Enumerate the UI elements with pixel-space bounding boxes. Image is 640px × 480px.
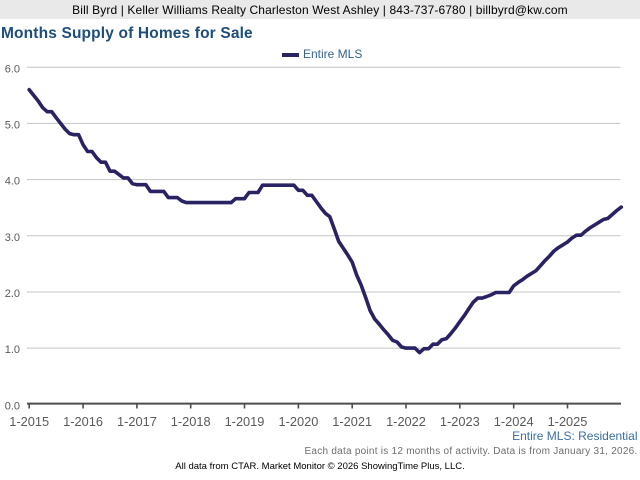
svg-text:1-2015: 1-2015 [9, 414, 49, 429]
svg-text:1-2017: 1-2017 [117, 414, 157, 429]
svg-text:1-2019: 1-2019 [225, 414, 265, 429]
svg-text:1-2022: 1-2022 [386, 414, 426, 429]
svg-text:0.0: 0.0 [5, 400, 20, 412]
svg-text:1-2020: 1-2020 [278, 414, 318, 429]
svg-text:1-2021: 1-2021 [332, 414, 372, 429]
svg-text:4.0: 4.0 [5, 176, 20, 188]
svg-text:1-2025: 1-2025 [548, 414, 588, 429]
svg-text:1-2018: 1-2018 [171, 414, 211, 429]
svg-text:1-2016: 1-2016 [63, 414, 103, 429]
svg-text:1-2024: 1-2024 [494, 414, 534, 429]
svg-text:2.0: 2.0 [5, 288, 20, 300]
svg-text:5.0: 5.0 [5, 119, 20, 131]
svg-text:1.0: 1.0 [5, 344, 20, 356]
svg-text:1-2023: 1-2023 [440, 414, 480, 429]
svg-text:6.0: 6.0 [5, 63, 20, 75]
svg-text:3.0: 3.0 [5, 232, 20, 244]
